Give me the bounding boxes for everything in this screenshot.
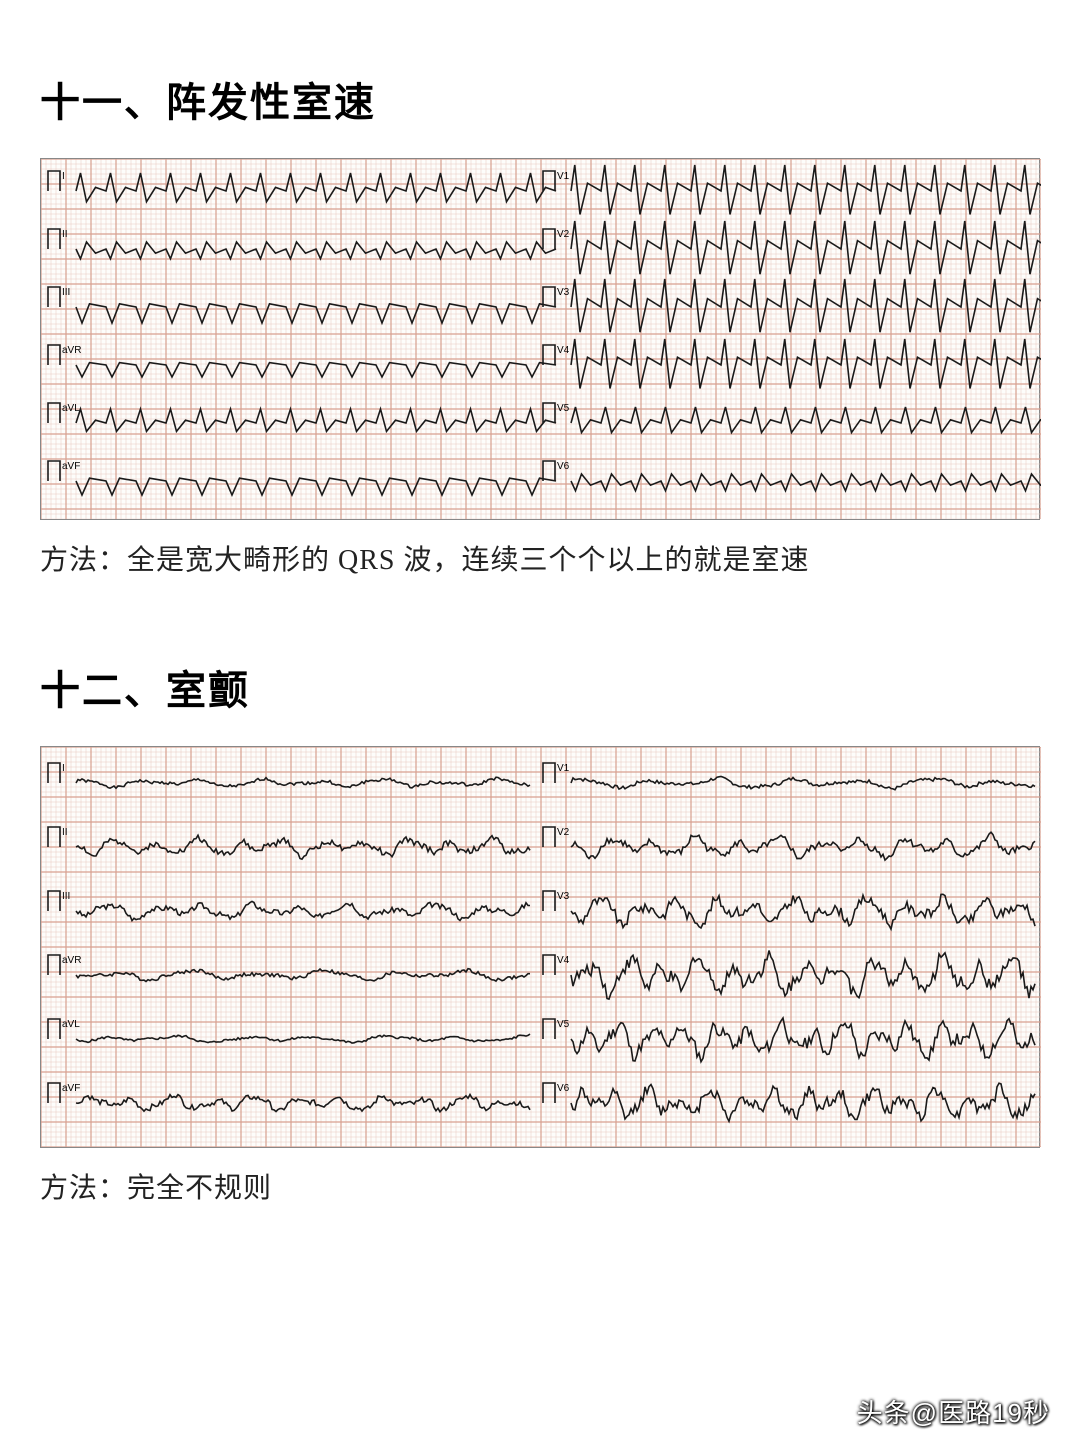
svg-text:V3: V3 xyxy=(557,287,570,298)
svg-text:aVL: aVL xyxy=(62,403,80,414)
svg-text:V1: V1 xyxy=(557,763,570,774)
svg-text:aVL: aVL xyxy=(62,1019,80,1030)
watermark-text: 头条@医路19秒 xyxy=(857,1393,1050,1430)
document-page: 十一、阵发性室速 IIIIIIaVRaVLaVFV1V2V3V4V5V6 方法：… xyxy=(0,0,1080,1326)
svg-text:I: I xyxy=(62,763,65,774)
section-11: 十一、阵发性室速 IIIIIIaVRaVLaVFV1V2V3V4V5V6 方法：… xyxy=(40,70,1040,578)
svg-text:V2: V2 xyxy=(557,229,570,240)
svg-text:V5: V5 xyxy=(557,403,570,414)
section-12: 十二、室颤 IIIIIIaVRaVLaVFV1V2V3V4V5V6 方法：完全不… xyxy=(40,658,1040,1206)
svg-text:III: III xyxy=(62,891,70,902)
svg-text:V6: V6 xyxy=(557,1083,570,1094)
svg-text:aVF: aVF xyxy=(62,1083,80,1094)
svg-text:V6: V6 xyxy=(557,461,570,472)
ecg-chart-12: IIIIIIaVRaVLaVFV1V2V3V4V5V6 xyxy=(40,746,1040,1148)
section-12-title: 十二、室颤 xyxy=(40,658,1040,716)
svg-text:V4: V4 xyxy=(557,955,570,966)
svg-text:V2: V2 xyxy=(557,827,570,838)
svg-text:II: II xyxy=(62,229,68,240)
svg-text:III: III xyxy=(62,287,70,298)
svg-text:I: I xyxy=(62,171,65,182)
section-12-caption: 方法：完全不规则 xyxy=(40,1166,1040,1206)
svg-text:V1: V1 xyxy=(557,171,570,182)
svg-text:V5: V5 xyxy=(557,1019,570,1030)
svg-text:V3: V3 xyxy=(557,891,570,902)
section-11-caption: 方法：全是宽大畸形的 QRS 波，连续三个个以上的就是室速 xyxy=(40,538,1040,578)
section-11-title: 十一、阵发性室速 xyxy=(40,70,1040,128)
ecg-chart-11: IIIIIIaVRaVLaVFV1V2V3V4V5V6 xyxy=(40,158,1040,520)
svg-text:V4: V4 xyxy=(557,345,570,356)
svg-text:II: II xyxy=(62,827,68,838)
svg-text:aVF: aVF xyxy=(62,461,80,472)
svg-text:aVR: aVR xyxy=(62,345,81,356)
svg-text:aVR: aVR xyxy=(62,955,81,966)
